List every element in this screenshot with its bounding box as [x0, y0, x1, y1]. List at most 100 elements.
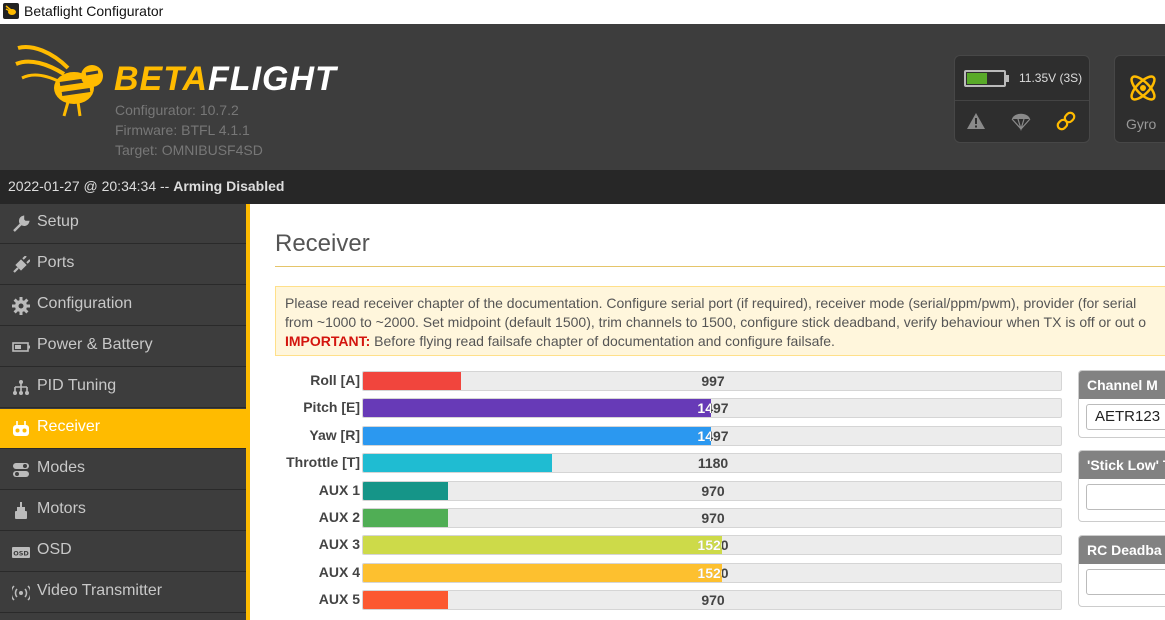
- window-titlebar: Betaflight Configurator: [0, 0, 1165, 24]
- note-line-2: from ~1000 to ~2000. Set midpoint (defau…: [285, 314, 1146, 330]
- sidebar-item-label: Video Transmitter: [37, 582, 163, 599]
- channel-bar-fill: [363, 426, 711, 445]
- channel-value-overlay: 970: [363, 591, 448, 609]
- channel-name: AUX 2: [318, 509, 360, 525]
- channel-value-on-bar: 970: [363, 592, 448, 608]
- brand-beta: BETA: [114, 60, 209, 98]
- target-name: Target: OMNIBUSF4SD: [115, 142, 263, 158]
- channel-name: AUX 1: [318, 481, 360, 498]
- page-title: Receiver: [275, 230, 370, 257]
- channel-value-overlay: 1520: [363, 564, 722, 582]
- note-line-3: IMPORTANT: Before flying read failsafe c…: [285, 333, 835, 349]
- battery-voltage: 11.35V (3S): [1019, 71, 1083, 85]
- sidebar-item-label: Ports: [37, 254, 75, 271]
- sidebar-item-setup[interactable]: Setup: [0, 204, 246, 244]
- sliders-icon: [12, 379, 30, 397]
- battery-tip: [1006, 75, 1009, 82]
- stick-low-title: 'Stick Low' T: [1079, 451, 1165, 479]
- app-header: BETAFLIGHT Configurator: 10.7.2 Firmware…: [0, 24, 1165, 170]
- channel-bar-fill: [363, 509, 448, 527]
- channel-value-on-bar: 970: [363, 483, 448, 499]
- battery-status-panel: 11.35V (3S): [954, 55, 1090, 143]
- status-bar: 2022-01-27 @ 20:34:34 -- Arming Disabled: [0, 170, 1165, 204]
- channel-value: 997: [701, 373, 725, 389]
- arming-status: Arming Disabled: [173, 178, 285, 194]
- receiver-tab-content: Receiver Please read receiver chapter of…: [250, 204, 1165, 620]
- sidebar-item-modes[interactable]: Modes: [0, 450, 246, 490]
- wrench-icon: [12, 215, 30, 233]
- channel-value-on-bar: 997: [363, 373, 461, 389]
- battery-icon: [964, 70, 1006, 87]
- sidebar-accent-border: [246, 204, 250, 620]
- channel-bar-track: 14971497: [362, 398, 1062, 419]
- channel-row: AUX 2970970: [250, 507, 1070, 529]
- motor-icon: [12, 502, 30, 520]
- firmware-version: Firmware: BTFL 4.1.1: [115, 122, 250, 138]
- channel-name: AUX 3: [318, 536, 360, 553]
- channel-bar-track: 14971497: [362, 425, 1062, 446]
- sidebar-item-video-transmitter[interactable]: Video Transmitter: [0, 573, 246, 613]
- switches-icon: [12, 461, 30, 479]
- title-divider: [275, 266, 1165, 267]
- svg-text:OSD: OSD: [13, 550, 29, 558]
- channel-value: 1497: [697, 400, 729, 417]
- sidebar-item-label: Receiver: [37, 418, 101, 435]
- channel-name: AUX 5: [318, 591, 360, 608]
- channel-value-overlay: 970: [363, 482, 448, 500]
- sidebar-item-label: Motors: [37, 500, 86, 517]
- betaflight-wordmark: BETAFLIGHT: [114, 60, 337, 99]
- stick-low-input[interactable]: [1086, 484, 1165, 510]
- sidebar-nav: Setup Ports Configuration Power & Batter…: [0, 204, 246, 620]
- channel-value-overlay: 997: [363, 372, 461, 390]
- channel-name: Throttle [T]: [286, 454, 360, 471]
- channel-bar-track: 970 970: [362, 590, 1062, 611]
- channel-value-on-bar: 1520: [697, 564, 722, 581]
- channel-value: 1497: [697, 427, 729, 444]
- channel-row: AUX 415201520: [250, 562, 1070, 584]
- channel-value-on-bar: 1520: [697, 537, 722, 554]
- sidebar-item-label: Power & Battery: [37, 336, 153, 353]
- battery-level-fill: [967, 73, 987, 84]
- sidebar-item-receiver[interactable]: Receiver: [0, 409, 246, 449]
- rc-deadband-input[interactable]: [1086, 569, 1165, 595]
- failsafe-parachute-icon: [1010, 110, 1032, 132]
- channel-bar-fill: [363, 399, 711, 418]
- sidebar-item-power-battery[interactable]: Power & Battery: [0, 327, 246, 367]
- channel-bar-fill: [363, 372, 461, 390]
- channel-value: 1520: [697, 537, 729, 554]
- channel-map-panel: Channel M AETR123: [1078, 370, 1165, 438]
- status-text: 2022-01-27 @ 20:34:34 -- Arming Disabled: [8, 178, 284, 194]
- channel-row: AUX 5970970: [250, 589, 1070, 611]
- note-line-1: Please read receiver chapter of the docu…: [285, 295, 1137, 311]
- brand-flight: FLIGHT: [208, 60, 337, 98]
- channel-bar-fill: [363, 536, 722, 555]
- channel-value-on-bar: 970: [363, 510, 448, 526]
- link-icon[interactable]: [1055, 110, 1077, 132]
- channel-name: Roll [A]: [310, 372, 360, 388]
- channel-row: Pitch [E]14971497: [250, 397, 1070, 419]
- sidebar-item-configuration[interactable]: Configuration: [0, 286, 246, 326]
- channel-row: Throttle [T]11801180: [250, 452, 1070, 474]
- channel-name: AUX 4: [318, 563, 360, 580]
- channel-bar-track: 1180 1180: [362, 453, 1062, 474]
- channel-value-overlay: 1497: [363, 427, 711, 445]
- battery-row: 11.35V (3S): [955, 56, 1089, 101]
- window-title: Betaflight Configurator: [24, 3, 164, 19]
- channel-map-input[interactable]: AETR123: [1086, 404, 1165, 430]
- plug-icon: [12, 255, 31, 274]
- channel-value: 1520: [697, 564, 729, 581]
- sidebar-item-motors[interactable]: Motors: [0, 491, 246, 531]
- channel-row: AUX 315201520: [250, 534, 1070, 556]
- sidebar-item-label: Setup: [37, 213, 79, 230]
- sidebar-item-label: Configuration: [37, 295, 133, 312]
- sidebar-item-pid-tuning[interactable]: PID Tuning: [0, 368, 246, 408]
- receiver-help-note: Please read receiver chapter of the docu…: [275, 286, 1165, 356]
- sidebar-item-ports[interactable]: Ports: [0, 245, 246, 285]
- channel-bar-fill: [363, 563, 722, 582]
- sidebar-item-osd[interactable]: OSD OSD: [0, 532, 246, 572]
- sensor-gyro-panel: Gyro: [1114, 55, 1165, 143]
- note-important-text: Before flying read failsafe chapter of d…: [370, 333, 835, 349]
- channel-name: Yaw [R]: [309, 426, 360, 443]
- channel-value: 970: [701, 482, 725, 499]
- channel-bar-track: 15201520: [362, 562, 1062, 583]
